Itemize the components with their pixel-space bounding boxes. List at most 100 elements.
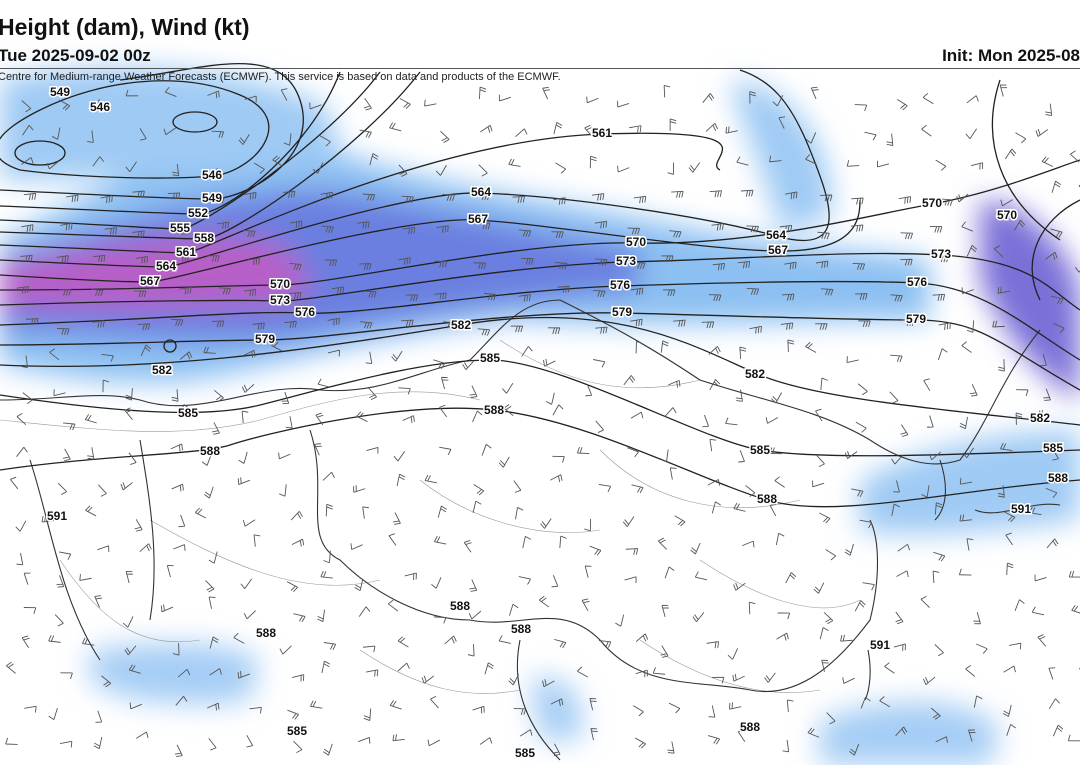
contour-label: 564 <box>471 185 491 199</box>
wind-barb <box>657 537 668 550</box>
wind-barb <box>900 232 914 240</box>
wind-barb <box>920 595 930 608</box>
wind-barb <box>889 391 899 404</box>
wind-barb <box>897 543 911 552</box>
wind-barb <box>125 570 134 584</box>
wind-barb <box>708 345 721 355</box>
wind-barb <box>932 570 940 584</box>
wind-barb <box>205 580 215 593</box>
wind-barb <box>1016 389 1029 396</box>
wind-barb <box>891 503 900 516</box>
wind-barb <box>243 610 257 620</box>
wind-barb <box>163 127 176 136</box>
wind-barb <box>895 726 908 737</box>
wind-barb <box>940 198 953 206</box>
wind-barb <box>854 104 868 112</box>
wind-barb <box>281 391 290 405</box>
wind-barb <box>363 708 372 721</box>
wind-barb <box>1015 412 1023 425</box>
wind-barb <box>433 616 447 624</box>
wind-barb <box>542 679 555 688</box>
wind-barb <box>82 637 95 646</box>
wind-barb <box>779 224 793 233</box>
wind-barb <box>170 319 184 326</box>
wind-barb <box>405 294 419 302</box>
wind-barb <box>212 195 225 204</box>
wind-barb <box>1045 251 1058 260</box>
contour-label: 585 <box>515 746 535 760</box>
wind-barb <box>21 100 32 113</box>
wind-barb <box>324 259 338 267</box>
wind-barb <box>174 744 183 758</box>
contour-label: 561 <box>176 245 196 259</box>
wind-barb <box>635 669 648 678</box>
wind-barb <box>211 130 225 138</box>
wind-barb <box>135 255 149 264</box>
wind-barb <box>1037 634 1047 647</box>
wind-barb <box>57 328 70 335</box>
contour-label: 549 <box>202 191 222 205</box>
wind-barb <box>966 245 978 257</box>
wind-barb <box>586 96 599 104</box>
wind-barb <box>366 446 379 454</box>
wind-barb <box>765 417 779 424</box>
wind-barb <box>1068 570 1080 578</box>
wind-barb <box>817 231 830 240</box>
wind-barb <box>812 480 825 488</box>
wind-barb <box>1004 511 1016 523</box>
wind-barb <box>176 254 189 262</box>
contour-label: 579 <box>612 305 632 319</box>
wind-barb <box>467 644 475 657</box>
wind-barb <box>357 221 370 229</box>
wind-barb <box>244 191 257 200</box>
wind-barb <box>393 512 401 525</box>
wind-barb <box>551 231 564 238</box>
wind-barb <box>701 321 715 329</box>
wind-barb <box>633 195 647 204</box>
wind-barb <box>22 125 34 136</box>
wind-barb <box>775 532 785 546</box>
wind-barb <box>555 162 567 174</box>
wind-barb <box>359 321 373 329</box>
wind-barb <box>733 502 746 512</box>
wind-barb <box>540 518 552 529</box>
wind-barb <box>934 502 943 515</box>
wind-barb <box>690 542 701 555</box>
wind-barb <box>805 341 817 353</box>
wind-barb <box>711 223 724 231</box>
wind-barb <box>976 643 988 654</box>
wind-barb <box>1046 538 1059 549</box>
wind-barb <box>137 323 151 331</box>
wind-barb <box>706 641 720 649</box>
wind-barb <box>622 516 635 527</box>
wind-barb <box>21 224 34 232</box>
contour-label: 588 <box>511 622 531 636</box>
wind-barb <box>782 739 790 753</box>
wind-barb <box>749 91 756 104</box>
wind-barb <box>125 161 137 173</box>
contour-label: 570 <box>997 208 1017 222</box>
wind-barb <box>854 600 866 612</box>
wind-barb <box>41 515 54 523</box>
wind-barb <box>780 322 794 330</box>
wind-barb <box>631 484 644 494</box>
contour-label: 591 <box>870 638 890 652</box>
wind-barb <box>1069 150 1080 163</box>
wind-barb <box>237 671 250 679</box>
wind-barb <box>923 676 936 686</box>
wind-barb <box>437 505 447 518</box>
wind-barb <box>862 582 875 591</box>
wind-barb <box>100 195 113 204</box>
wind-barb <box>999 84 1008 97</box>
wind-barb <box>354 578 364 591</box>
wind-barb <box>958 568 972 576</box>
wind-barb <box>584 518 592 532</box>
wind-barb <box>819 627 829 640</box>
wind-barb <box>886 133 894 146</box>
wind-barb <box>725 126 738 134</box>
wind-barb <box>6 661 16 674</box>
wind-barb <box>173 544 186 551</box>
wind-barb <box>1051 448 1059 461</box>
